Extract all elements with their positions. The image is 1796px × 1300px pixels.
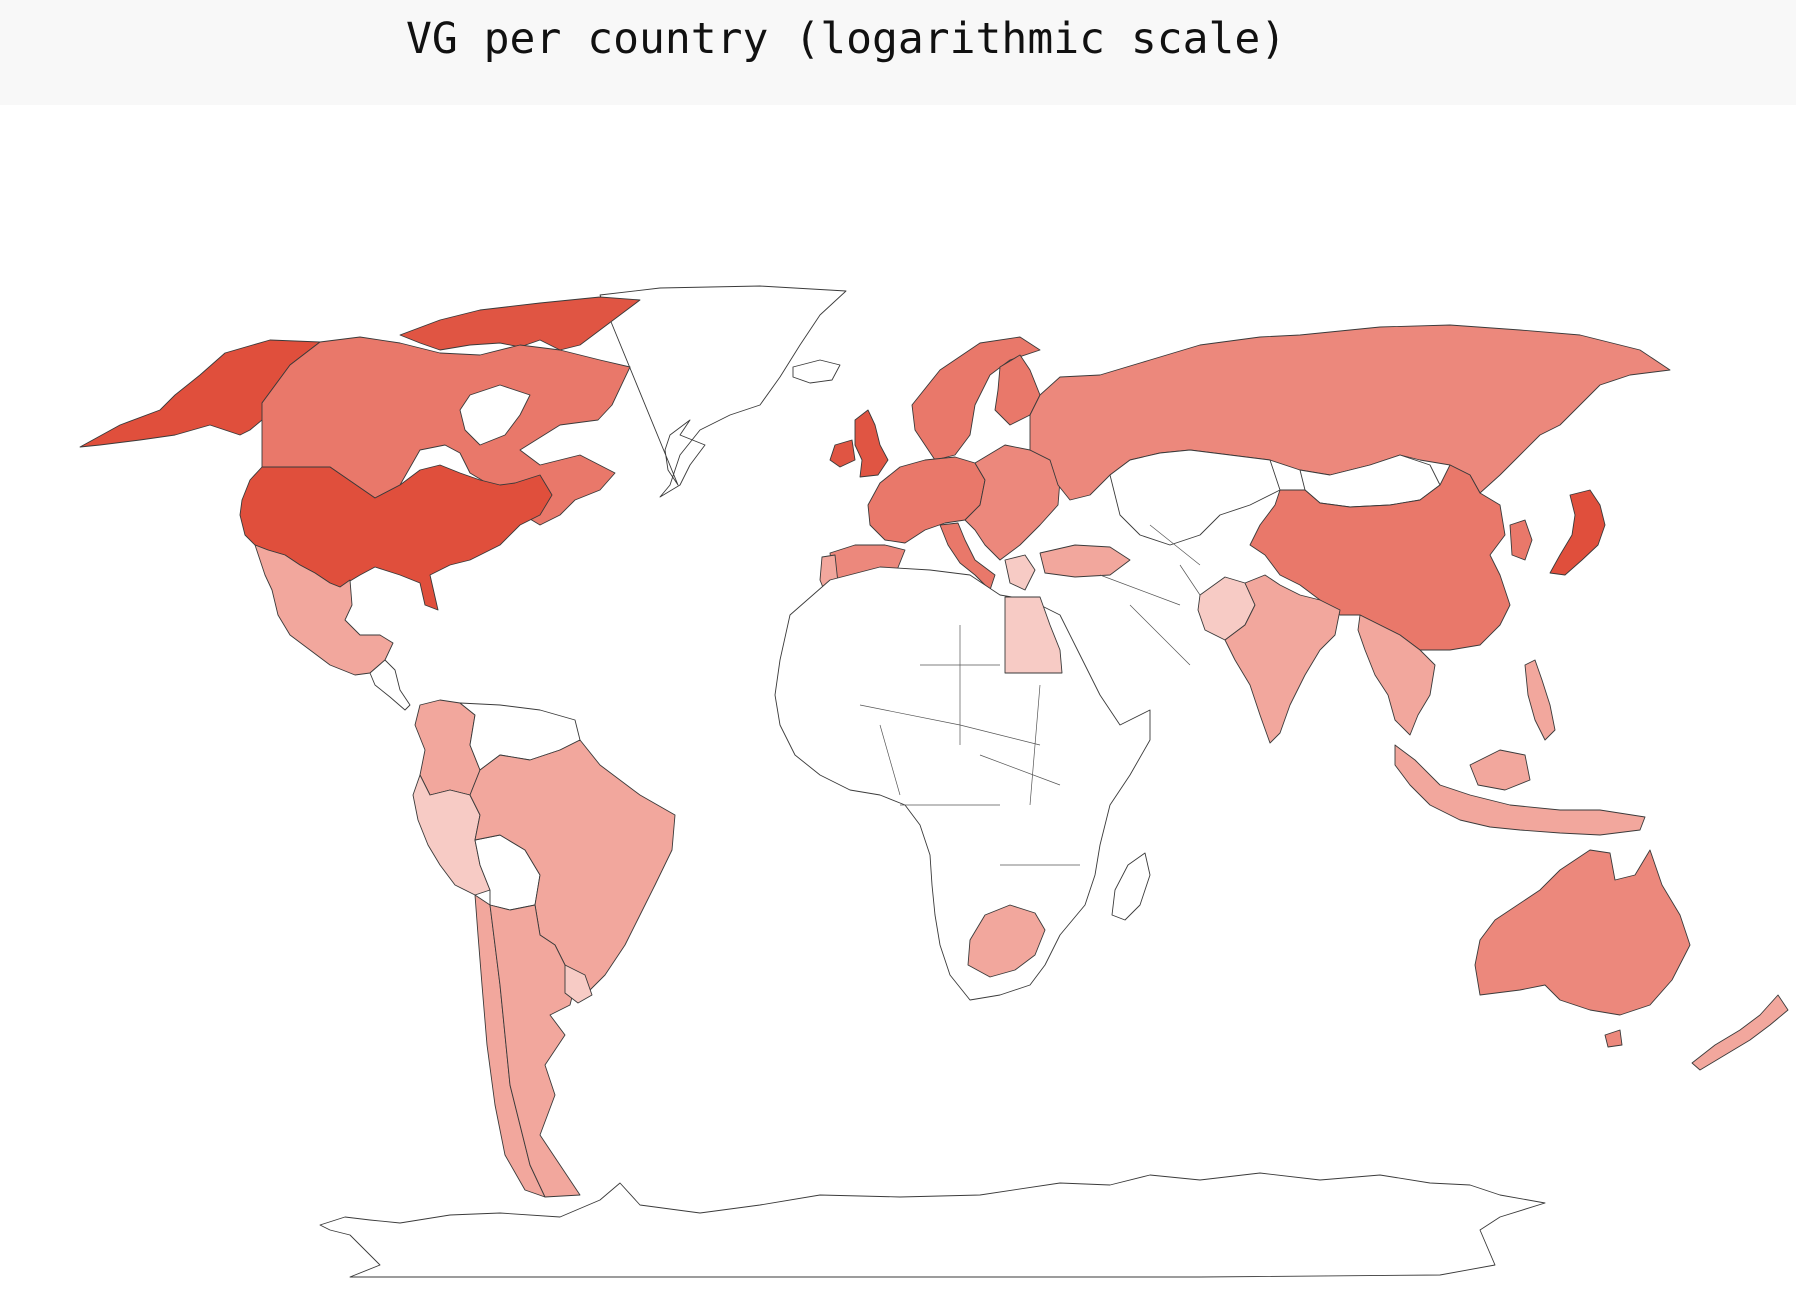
region-turkey <box>1039 544 1131 578</box>
region-arctic-islands <box>399 296 641 351</box>
region-kazakhstan <box>1109 449 1281 546</box>
region-greenland <box>599 285 847 498</box>
world-choropleth-map <box>79 285 1789 1278</box>
title-bar: VG per country (logarithmic scale) <box>0 0 1796 105</box>
region-colombia <box>414 699 481 796</box>
region-south-africa <box>967 904 1046 978</box>
region-korea <box>1509 519 1533 561</box>
region-philippines <box>1524 659 1556 741</box>
map-title: VG per country (logarithmic scale) <box>406 14 1287 64</box>
region-antarctica <box>319 1172 1546 1278</box>
map-area <box>0 105 1790 1300</box>
region-argentina <box>489 904 581 1198</box>
region-greece <box>1004 554 1036 591</box>
region-iceland <box>792 359 841 384</box>
region-ireland <box>829 439 856 468</box>
region-madagascar <box>1111 852 1151 921</box>
region-australia <box>1474 849 1691 1016</box>
region-central-america <box>369 659 411 711</box>
region-western-europe <box>867 456 986 544</box>
region-new-zealand <box>1691 994 1789 1071</box>
region-india <box>1224 574 1341 744</box>
region-africa <box>774 566 1151 1001</box>
region-scandinavia <box>911 336 1041 461</box>
region-southeast-asia <box>1357 614 1436 736</box>
region-tasmania <box>1604 1029 1623 1048</box>
region-indonesia <box>1394 744 1646 836</box>
region-china <box>1249 464 1511 651</box>
region-uk <box>854 409 889 478</box>
region-japan <box>1549 489 1606 576</box>
region-mexico <box>254 544 394 676</box>
region-italy <box>939 522 996 591</box>
region-brazil <box>469 739 676 996</box>
hudson-bay <box>459 384 531 446</box>
region-uruguay <box>564 964 593 1004</box>
region-egypt <box>1004 596 1063 674</box>
border-lines <box>859 524 1201 866</box>
